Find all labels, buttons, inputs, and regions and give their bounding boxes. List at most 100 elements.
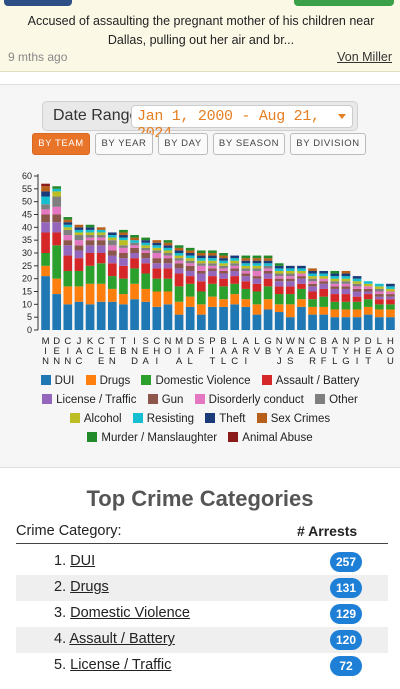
- story-card[interactable]: Accused of assaulting the pregnant mothe…: [0, 0, 400, 72]
- x-tick-label: D: [365, 336, 372, 347]
- bar-segment: [141, 258, 151, 264]
- bar-segment: [274, 273, 284, 277]
- bar-segment: [208, 258, 217, 261]
- story-nav-bar-left[interactable]: [4, 0, 72, 6]
- table-row: 2. Drugs 131: [16, 575, 388, 601]
- x-tick-label: I: [155, 356, 158, 367]
- bar-segment: [263, 273, 273, 279]
- bar-segment: [330, 309, 340, 318]
- bar-segment: [263, 299, 273, 310]
- bar-segment: [386, 309, 395, 318]
- legend-item-murder-manslaughter[interactable]: Murder / Manslaughter: [87, 432, 217, 444]
- x-tick-label: N: [343, 336, 350, 347]
- legend-item-license-traffic[interactable]: License / Traffic: [42, 394, 136, 406]
- bar-segment: [330, 288, 340, 295]
- bar-segment: [274, 265, 284, 269]
- legend-item-drugs[interactable]: Drugs: [85, 375, 130, 387]
- x-tick-label: L: [188, 356, 193, 367]
- bar-segment: [85, 229, 95, 233]
- bar-segment: [319, 270, 329, 274]
- stacked-bar-chart: 051015202530354045505560MINDENCINJACKCCL…: [22, 171, 395, 367]
- legend-item-theft[interactable]: Theft: [205, 413, 246, 425]
- bar-segment: [297, 265, 306, 269]
- crime-category-link[interactable]: License / Traffic: [70, 657, 172, 673]
- tab-by-season[interactable]: BY SEASON: [213, 133, 285, 155]
- legend-item-assault-battery[interactable]: Assault / Battery: [261, 375, 359, 387]
- bar-segment: [141, 301, 151, 330]
- story-nav-bar-right[interactable]: [294, 0, 394, 6]
- date-range-select[interactable]: Jan 1, 2000 - Aug 21, 2024: [131, 105, 353, 142]
- x-tick-label: N: [42, 356, 49, 367]
- tab-by-year[interactable]: BY YEAR: [95, 133, 153, 155]
- legend-item-sex-crimes[interactable]: Sex Crimes: [256, 413, 330, 425]
- bar-segment: [119, 237, 128, 241]
- column-header-arrests: # Arrests: [297, 523, 358, 539]
- bar-segment: [352, 283, 362, 287]
- bar-segment: [74, 270, 84, 287]
- bar-segment: [163, 247, 173, 251]
- bar-segment: [319, 278, 329, 282]
- story-text: Accused of assaulting the pregnant mothe…: [27, 14, 375, 47]
- x-tick-label: E: [109, 346, 115, 357]
- crime-category-link[interactable]: Assault / Battery: [69, 631, 175, 647]
- bar-segment: [297, 273, 306, 277]
- bar-segment: [196, 291, 206, 305]
- legend-item-disorderly-conduct[interactable]: Disorderly conduct: [194, 394, 304, 406]
- y-tick-label: 30: [22, 248, 32, 258]
- legend-item-other[interactable]: Other: [315, 394, 358, 406]
- legend-item-dui[interactable]: DUI: [40, 375, 74, 387]
- x-tick-label: B: [321, 336, 327, 347]
- x-tick-label: P: [209, 336, 215, 347]
- bar-segment: [74, 286, 84, 302]
- bar-segment: [196, 253, 206, 256]
- x-tick-label: G: [264, 336, 271, 347]
- x-tick-label: V: [254, 346, 261, 357]
- bar-segment: [185, 255, 195, 259]
- bar-segment: [63, 235, 73, 241]
- bar-segment: [386, 317, 395, 330]
- crime-category-link[interactable]: Domestic Violence: [70, 605, 190, 621]
- bar-segment: [119, 294, 128, 305]
- bar-segment: [352, 276, 362, 279]
- bar-segment: [96, 245, 106, 253]
- tab-by-division[interactable]: BY DIVISION: [290, 133, 366, 155]
- legend-item-animal-abuse[interactable]: Animal Abuse: [228, 432, 313, 444]
- bar-segment: [252, 268, 262, 271]
- bar-segment: [174, 273, 184, 287]
- bar-segment: [274, 263, 284, 266]
- bar-segment: [285, 286, 295, 295]
- x-tick-label: Y: [343, 346, 350, 357]
- bar-segment: [363, 288, 373, 292]
- tab-by-team[interactable]: BY TEAM: [32, 133, 90, 155]
- bar-segment: [274, 268, 284, 271]
- legend-swatch: [69, 413, 80, 423]
- legend-item-gun[interactable]: Gun: [147, 394, 183, 406]
- x-tick-label: G: [342, 356, 349, 367]
- bar-segment: [308, 291, 317, 300]
- bar-segment: [319, 283, 329, 289]
- bar-segment: [374, 317, 384, 330]
- header-divider: [16, 543, 388, 544]
- bar-segment: [52, 191, 62, 197]
- x-tick-label: A: [143, 356, 150, 367]
- bar-segment: [208, 263, 217, 266]
- bar-segment: [219, 253, 228, 256]
- bar-segment: [185, 306, 195, 330]
- crime-category-link[interactable]: DUI: [70, 553, 96, 569]
- legend-item-alcohol[interactable]: Alcohol: [69, 413, 122, 425]
- legend-swatch: [42, 394, 53, 404]
- crime-category-link[interactable]: Drugs: [70, 579, 109, 595]
- x-tick-label: E: [365, 346, 371, 357]
- legend-swatch: [315, 394, 326, 404]
- bar-segment: [241, 306, 251, 330]
- legend-item-domestic-violence[interactable]: Domestic Violence: [141, 375, 251, 387]
- legend-item-resisting[interactable]: Resisting: [132, 413, 194, 425]
- bar-segment: [52, 188, 62, 192]
- bar-segment: [374, 304, 384, 310]
- story-player-link[interactable]: Von Miller: [337, 50, 392, 64]
- tab-by-day[interactable]: BY DAY: [158, 133, 208, 155]
- bar-segment: [341, 270, 351, 274]
- bar-segment: [208, 270, 217, 277]
- bar-segment: [141, 250, 151, 253]
- bar-segment: [285, 268, 295, 271]
